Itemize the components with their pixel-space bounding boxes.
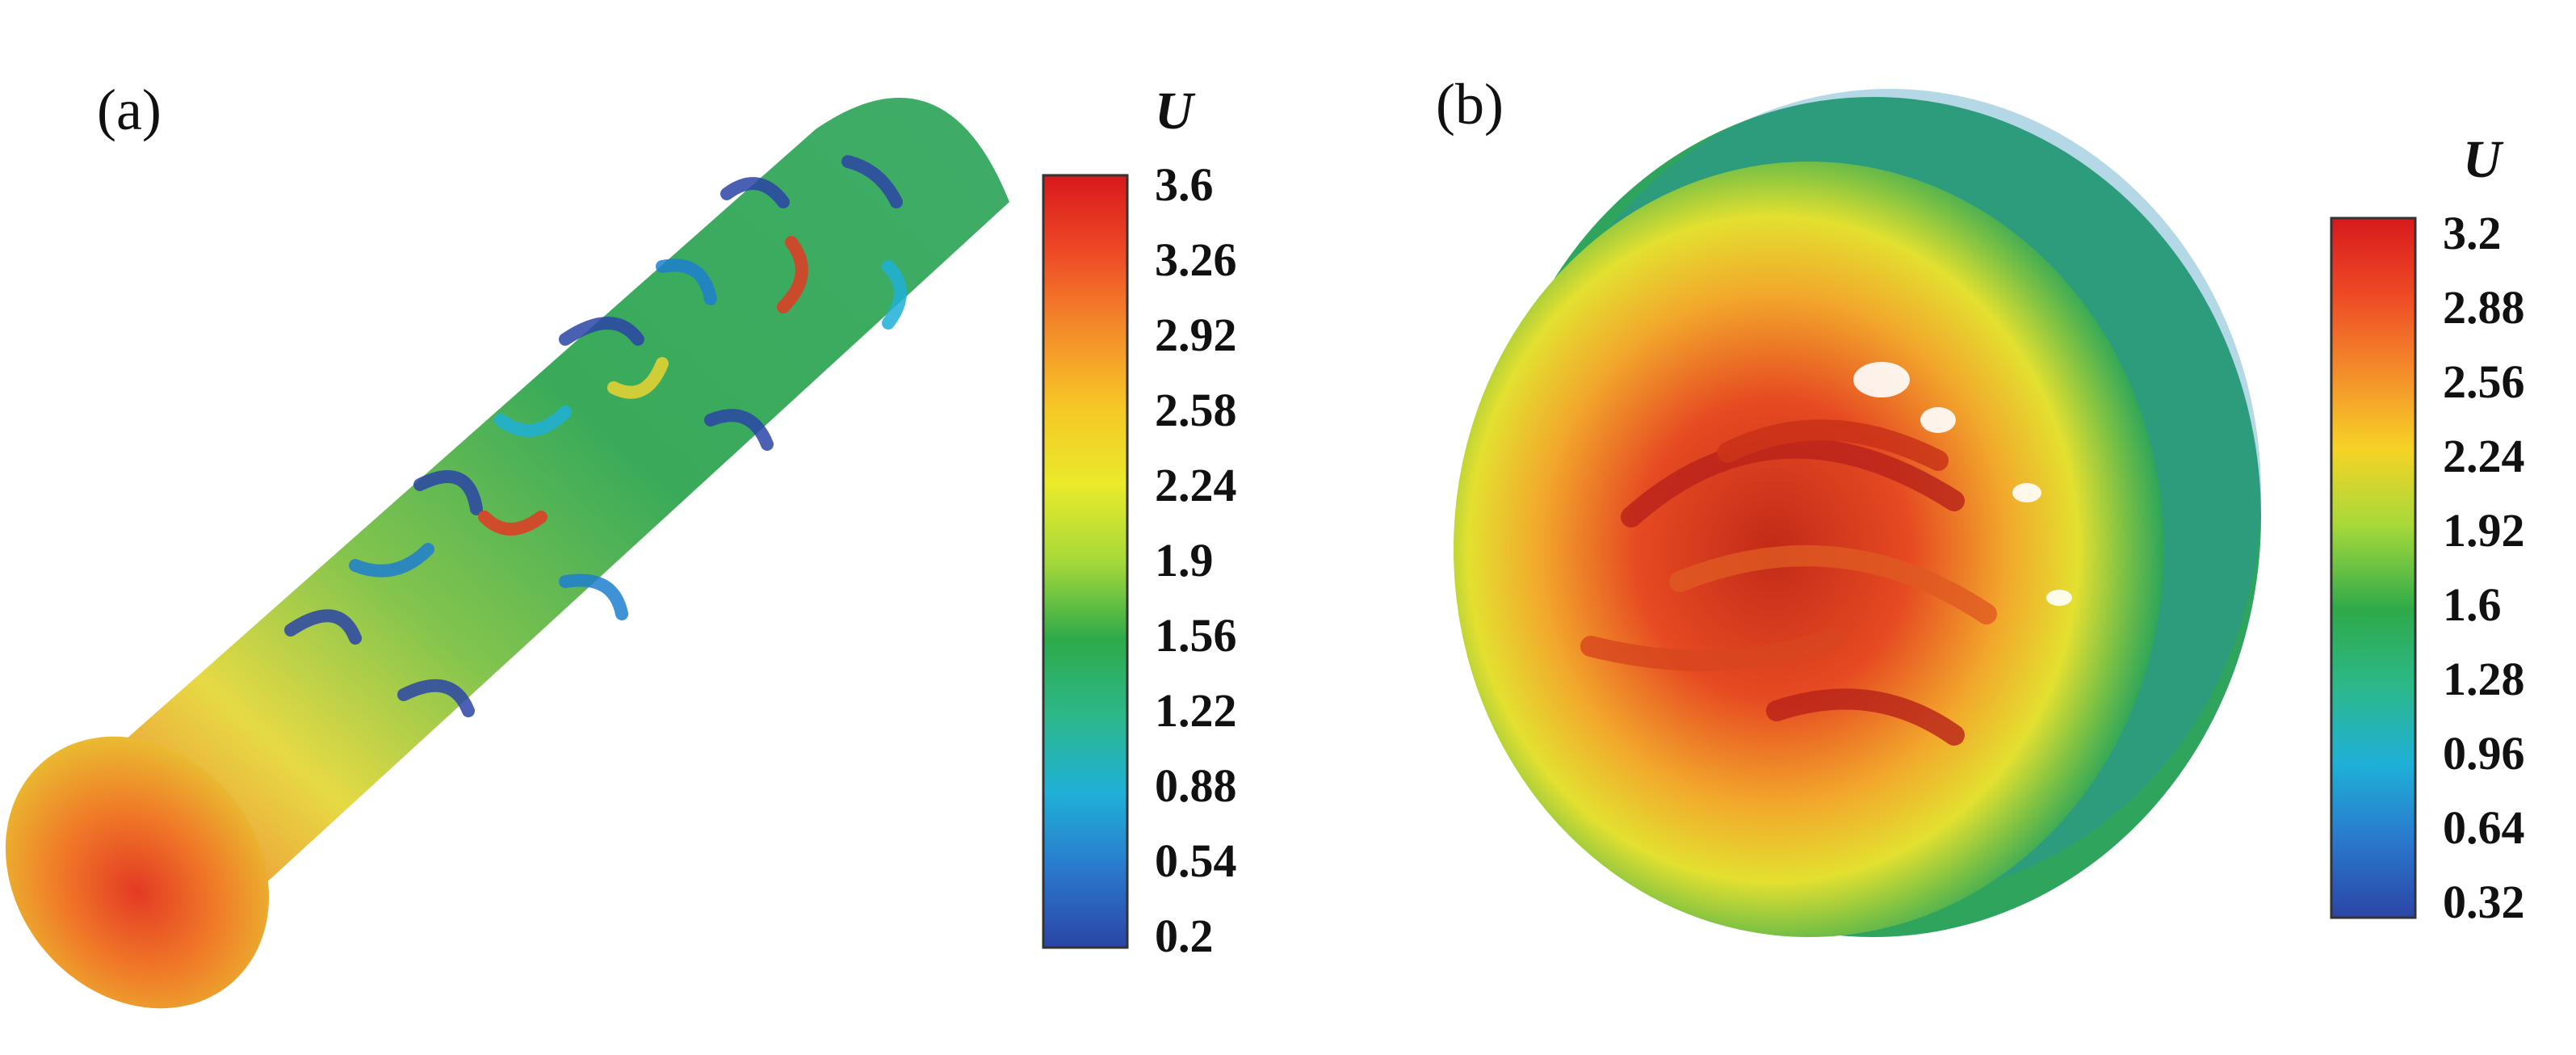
colorbar-tick: 1.22 bbox=[1155, 684, 1237, 737]
panel-a: (a) bbox=[0, 0, 1260, 1055]
colorbar-tick: 1.28 bbox=[2443, 653, 2525, 705]
colorbar-tick: 0.96 bbox=[2443, 727, 2525, 780]
colorbar-tick: 0.64 bbox=[2443, 801, 2525, 854]
colorbar-gradient-a bbox=[1042, 174, 1129, 949]
cylinder-isosurface-image bbox=[5, 97, 1009, 1009]
disk-isosurface-image bbox=[1454, 89, 2261, 937]
panel-b: (b) bbox=[1389, 0, 2576, 1055]
colorbar-tick: 0.88 bbox=[1155, 759, 1237, 812]
colorbar-title-a: U bbox=[1155, 82, 1194, 141]
colorbar-tick: 3.6 bbox=[1155, 158, 1214, 211]
colorbar-tick: 3.26 bbox=[1155, 233, 1237, 286]
colorbar-tick: 0.2 bbox=[1155, 910, 1214, 962]
colorbar-tick: 2.56 bbox=[2443, 355, 2525, 408]
colorbar-title-b: U bbox=[2463, 130, 2502, 189]
colorbar-tick: 0.54 bbox=[1155, 834, 1237, 887]
panel-label-a: (a) bbox=[97, 78, 162, 142]
colorbar-tick: 1.6 bbox=[2443, 578, 2502, 631]
colorbar-tick: 2.58 bbox=[1155, 384, 1237, 436]
colorbar-tick: 2.24 bbox=[2443, 430, 2525, 482]
colorbar-tick: 1.56 bbox=[1155, 609, 1237, 662]
panel-label-b: (b) bbox=[1436, 72, 1504, 137]
colorbar-tick: 3.2 bbox=[2443, 207, 2502, 259]
colorbar-tick: 2.92 bbox=[1155, 309, 1237, 361]
colorbar-gradient-b bbox=[2330, 216, 2417, 919]
colorbar-b: U 3.2 2.88 2.56 bbox=[2330, 129, 2572, 937]
colorbar-tick: 1.9 bbox=[1155, 534, 1214, 586]
colorbar-tick: 1.92 bbox=[2443, 504, 2525, 557]
colorbar-a: U 3.6 3.26 bbox=[1042, 81, 1260, 969]
colorbar-tick: 2.88 bbox=[2443, 281, 2525, 334]
colorbar-tick: 2.24 bbox=[1155, 459, 1237, 511]
colorbar-tick: 0.32 bbox=[2443, 876, 2525, 928]
